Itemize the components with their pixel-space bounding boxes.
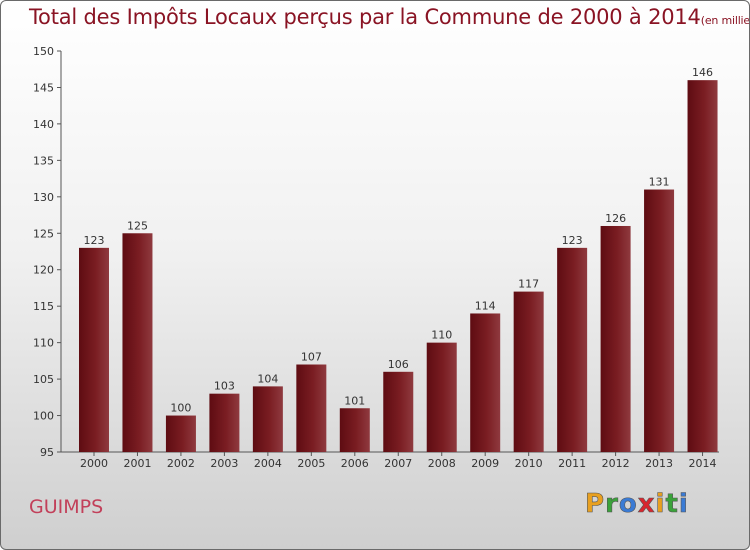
bar-value-label: 131 bbox=[649, 176, 670, 189]
y-tick-label: 105 bbox=[33, 373, 54, 386]
y-tick-label: 100 bbox=[33, 410, 54, 423]
bar-value-label: 110 bbox=[431, 329, 452, 342]
x-tick-label: 2014 bbox=[689, 457, 717, 470]
bar bbox=[383, 371, 414, 452]
chart-title-unit: (en milliers d'€) bbox=[700, 14, 750, 27]
bar-value-label: 123 bbox=[84, 234, 105, 247]
y-tick-label: 150 bbox=[33, 45, 54, 58]
bar bbox=[122, 233, 153, 452]
chart-title-text: Total des Impôts Locaux perçus par la Co… bbox=[29, 5, 701, 29]
y-tick-label: 120 bbox=[33, 264, 54, 277]
bar bbox=[687, 80, 718, 452]
bar-value-label: 125 bbox=[127, 219, 148, 232]
bar bbox=[557, 247, 588, 452]
logo-letter: o bbox=[618, 489, 638, 520]
logo-letter: i bbox=[678, 489, 689, 520]
x-tick-label: 2003 bbox=[210, 457, 238, 470]
y-tick-label: 115 bbox=[33, 300, 54, 313]
x-tick-label: 2006 bbox=[341, 457, 369, 470]
chart-title: Total des Impôts Locaux perçus par la Co… bbox=[29, 5, 750, 29]
x-tick-label: 2005 bbox=[297, 457, 325, 470]
y-tick-label: 130 bbox=[33, 191, 54, 204]
y-tick-label: 135 bbox=[33, 154, 54, 167]
y-tick-label: 140 bbox=[33, 118, 54, 131]
bar-value-label: 100 bbox=[170, 402, 191, 415]
bar bbox=[79, 247, 109, 452]
y-tick-label: 95 bbox=[40, 446, 54, 459]
bar-value-label: 117 bbox=[518, 278, 539, 291]
commune-name: GUIMPS bbox=[29, 496, 104, 518]
bar-value-label: 106 bbox=[388, 358, 409, 371]
bar-value-label: 126 bbox=[605, 212, 626, 225]
bar bbox=[470, 313, 501, 452]
bar bbox=[296, 364, 327, 452]
x-tick-label: 2000 bbox=[80, 457, 108, 470]
bar-value-label: 101 bbox=[344, 394, 365, 407]
bar-value-label: 103 bbox=[214, 380, 235, 393]
x-tick-label: 2012 bbox=[602, 457, 630, 470]
bar-value-label: 114 bbox=[475, 299, 496, 312]
y-tick-label: 125 bbox=[33, 227, 54, 240]
logo-letter: r bbox=[605, 489, 619, 520]
bar bbox=[513, 291, 544, 452]
y-tick-label: 145 bbox=[33, 81, 54, 94]
bar bbox=[209, 393, 240, 452]
x-tick-label: 2002 bbox=[167, 457, 195, 470]
x-tick-label: 2008 bbox=[428, 457, 456, 470]
bar-value-label: 107 bbox=[301, 351, 322, 364]
x-tick-label: 2013 bbox=[645, 457, 673, 470]
x-tick-label: 2007 bbox=[384, 457, 412, 470]
bar bbox=[165, 415, 196, 452]
logo-letter: P bbox=[585, 489, 606, 520]
bar bbox=[252, 386, 283, 452]
chart-axes: 95 100 105 110 115 120 125 130 135 140 145 150 2000 2… bbox=[33, 45, 719, 470]
bar-value-label: 146 bbox=[692, 66, 713, 79]
bar-value-label: 123 bbox=[562, 234, 583, 247]
bar bbox=[600, 225, 631, 452]
bar bbox=[426, 342, 457, 452]
bar-value-label: 104 bbox=[257, 372, 278, 385]
x-tick-label: 2011 bbox=[558, 457, 586, 470]
logo-letter: x bbox=[637, 489, 656, 520]
y-tick-label: 110 bbox=[33, 337, 54, 350]
logo-letter: i bbox=[655, 489, 666, 520]
bar bbox=[339, 408, 370, 452]
bar bbox=[644, 189, 675, 452]
x-tick-label: 2004 bbox=[254, 457, 282, 470]
proxiti-logo: Proxiti bbox=[585, 489, 689, 520]
x-tick-label: 2010 bbox=[515, 457, 543, 470]
chart-bars: 123 125 100 103 104 107 101 106 110 114 117 123 126 1… bbox=[79, 66, 718, 452]
x-tick-label: 2009 bbox=[471, 457, 499, 470]
x-tick-label: 2001 bbox=[123, 457, 151, 470]
logo-letter: t bbox=[665, 489, 679, 520]
